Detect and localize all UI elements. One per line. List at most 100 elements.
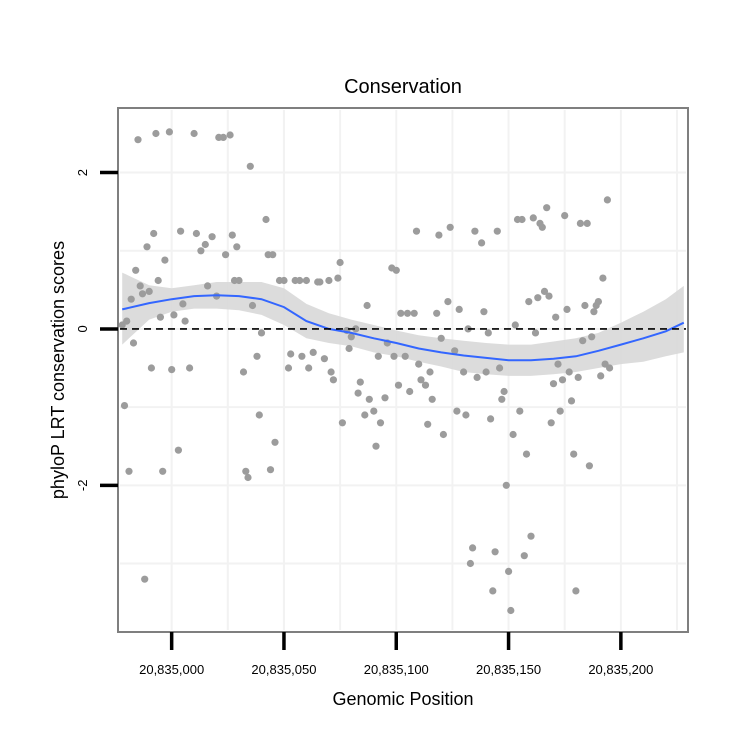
data-point xyxy=(518,215,526,224)
data-point xyxy=(219,133,227,141)
data-point xyxy=(588,333,596,341)
data-point xyxy=(547,419,555,427)
data-point xyxy=(520,552,528,560)
data-point xyxy=(421,381,430,389)
data-point xyxy=(462,411,470,419)
data-point xyxy=(502,481,510,489)
data-point xyxy=(507,606,515,615)
data-point xyxy=(228,231,236,239)
data-point xyxy=(484,329,492,337)
data-point xyxy=(266,466,275,474)
data-point xyxy=(511,321,519,329)
data-point xyxy=(177,227,185,235)
data-point xyxy=(531,329,540,337)
data-point xyxy=(361,411,369,419)
data-point xyxy=(394,381,403,389)
data-point xyxy=(255,411,263,419)
data-point xyxy=(493,227,501,235)
data-point xyxy=(125,467,133,475)
data-point xyxy=(374,352,382,360)
data-point xyxy=(480,308,488,316)
data-point xyxy=(129,339,138,347)
data-point xyxy=(208,233,216,241)
data-point xyxy=(233,243,241,251)
data-point xyxy=(269,251,277,259)
data-point xyxy=(455,305,463,313)
data-point xyxy=(141,575,149,583)
data-point xyxy=(453,407,461,415)
data-point xyxy=(556,407,564,415)
data-point xyxy=(403,309,412,317)
x-tick-label: 20,835,050 xyxy=(251,662,316,677)
data-point xyxy=(280,276,288,285)
data-point xyxy=(496,364,504,372)
data-point xyxy=(469,544,477,552)
data-point xyxy=(197,247,205,255)
data-point xyxy=(170,311,178,319)
data-point xyxy=(552,313,560,321)
data-point xyxy=(136,282,144,290)
y-axis: -2 0 2 xyxy=(75,169,118,491)
data-point xyxy=(412,227,421,235)
data-point xyxy=(498,395,506,403)
data-point xyxy=(590,308,598,316)
data-point xyxy=(487,415,495,423)
data-point xyxy=(284,364,293,372)
data-point xyxy=(563,305,571,313)
data-point xyxy=(561,212,569,220)
confidence-band-group xyxy=(122,272,684,376)
data-point xyxy=(298,352,306,360)
data-point xyxy=(174,446,182,454)
smooth-curve-group xyxy=(121,294,685,362)
scatter-points xyxy=(118,128,614,615)
data-point xyxy=(120,402,129,410)
data-point xyxy=(406,387,414,396)
data-point xyxy=(424,420,432,428)
x-axis: 20,835,000 20,835,050 20,835,100 20,835,150… xyxy=(139,632,653,677)
panel-border xyxy=(117,107,689,633)
data-point xyxy=(415,360,423,368)
data-point xyxy=(581,301,589,310)
data-point xyxy=(253,352,261,360)
y-tick-label: 2 xyxy=(75,169,90,176)
data-point xyxy=(392,266,400,274)
data-point xyxy=(190,129,198,138)
data-point xyxy=(356,378,364,386)
data-point xyxy=(334,274,342,282)
data-point xyxy=(127,295,135,303)
data-point xyxy=(222,251,230,259)
data-point xyxy=(338,419,346,427)
data-point xyxy=(152,129,160,138)
data-point xyxy=(525,298,533,306)
x-tick-label: 20,835,150 xyxy=(476,662,541,677)
data-point xyxy=(549,380,558,388)
data-point xyxy=(381,394,389,402)
data-point xyxy=(248,301,257,310)
data-point xyxy=(201,240,209,249)
data-point xyxy=(242,467,250,475)
data-point xyxy=(145,287,153,295)
data-point xyxy=(262,215,270,224)
data-point xyxy=(583,219,591,227)
data-point xyxy=(305,364,313,372)
data-point xyxy=(529,214,537,222)
data-point xyxy=(554,360,562,368)
data-point xyxy=(204,282,212,290)
data-point xyxy=(154,276,162,285)
data-point xyxy=(309,348,317,356)
data-point xyxy=(296,276,304,285)
data-point xyxy=(239,368,248,376)
data-point xyxy=(594,298,603,306)
data-point xyxy=(538,223,546,231)
data-point xyxy=(159,467,167,475)
data-point xyxy=(147,364,155,372)
data-point xyxy=(156,313,164,321)
data-point xyxy=(522,450,531,458)
data-point xyxy=(347,333,355,341)
x-tick-label: 20,835,000 xyxy=(139,662,204,677)
data-point xyxy=(246,162,254,170)
data-point xyxy=(365,395,373,403)
data-point xyxy=(150,229,158,238)
data-point xyxy=(574,373,582,381)
